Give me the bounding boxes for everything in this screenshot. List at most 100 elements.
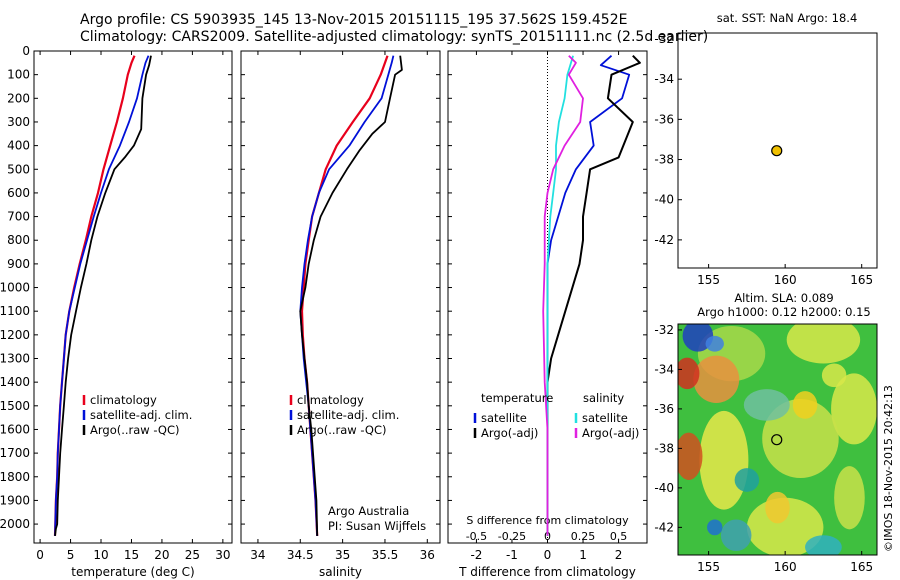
- legend-label: Argo(-adj): [481, 426, 538, 440]
- heatmap-cell: [705, 335, 724, 352]
- y-tick-label: -38: [654, 153, 674, 167]
- legend-label: Argo(..raw -QC): [297, 423, 387, 437]
- x-tick-label: 0: [36, 548, 44, 562]
- x-tick-label: 34: [250, 548, 265, 562]
- series-line-temperature-argo-adj-: [546, 54, 641, 536]
- panel-frame-2: [240, 50, 441, 544]
- imos-timestamp: ©IMOS 18-Nov-2015 20:42:13: [882, 385, 895, 552]
- y-tick-label: 1200: [0, 328, 30, 342]
- top-x-tick-label: 0.5: [610, 530, 628, 543]
- y-tick-label: 1400: [0, 375, 30, 389]
- heatmap-field: [678, 324, 877, 555]
- x-tick-label: 160: [774, 560, 797, 574]
- x-tick-label: 36: [420, 548, 435, 562]
- x-tick-label: 155: [697, 560, 720, 574]
- series-line-salinity-argo-adj-: [542, 55, 584, 536]
- heatmap-cell: [707, 519, 723, 536]
- y-tick-label: -38: [654, 441, 674, 455]
- x-tick-label: 15: [124, 548, 139, 562]
- x-tick-label: 0: [544, 548, 552, 562]
- legend-label: satellite-adj. clim.: [90, 408, 192, 422]
- heatmap-cell: [805, 535, 842, 555]
- y-tick-label: 1700: [0, 446, 30, 460]
- y-tick-label: -40: [654, 193, 674, 207]
- float-position-marker: [771, 145, 783, 157]
- series-line-climatology: [53, 55, 136, 536]
- map-frame-3: [677, 32, 878, 269]
- y-tick-label: -42: [654, 233, 674, 247]
- x-axis-label: temperature (deg C): [71, 565, 194, 579]
- x-tick-label: 5: [67, 548, 75, 562]
- x-tick-label: 34.5: [287, 548, 314, 562]
- series-line-salinity-satellite: [546, 55, 574, 536]
- x-tick-label: 20: [154, 548, 169, 562]
- y-tick-label: 0: [22, 44, 30, 58]
- series-line-climatology: [300, 55, 389, 536]
- y-tick-label: 500: [7, 162, 30, 176]
- legend-label: Argo(-adj): [582, 426, 639, 440]
- x-tick-label: 160: [774, 273, 797, 287]
- sla-title-line-2: Argo h1000: 0.12 h2000: 0.15: [697, 305, 870, 319]
- series-line-satellite-adj-clim-: [54, 55, 150, 536]
- heatmap-cell: [682, 324, 714, 352]
- y-tick-label: -34: [654, 72, 674, 86]
- heatmap-cell: [699, 410, 749, 510]
- x-tick-label: 2: [615, 548, 623, 562]
- y-tick-label: -42: [654, 520, 674, 534]
- y-tick-label: -32: [654, 32, 674, 46]
- legend-label: climatology: [90, 393, 157, 407]
- y-tick-label: 1300: [0, 352, 30, 366]
- x-tick-label: 1: [579, 548, 587, 562]
- heatmap-cell: [831, 373, 877, 445]
- top-x-tick-label: -0.25: [498, 530, 526, 543]
- y-tick-label: 900: [7, 257, 30, 271]
- top-x-tick-label: 0: [544, 530, 551, 543]
- y-tick-label: 1500: [0, 399, 30, 413]
- float-position-marker: [771, 434, 783, 446]
- top-x-tick-label: -0.5: [466, 530, 487, 543]
- y-tick-label: 1600: [0, 422, 30, 436]
- legend-label: climatology: [297, 393, 364, 407]
- heatmap-cell: [678, 357, 700, 390]
- x-axis-label: salinity: [319, 565, 362, 579]
- heatmap-cell: [762, 399, 839, 478]
- y-tick-label: 1000: [0, 281, 30, 295]
- heatmap-cell: [693, 355, 740, 403]
- y-tick-label: 100: [7, 68, 30, 82]
- sla-title-line-1: Altim. SLA: 0.089: [734, 291, 833, 305]
- series-line-temperature-satellite: [546, 55, 631, 536]
- y-tick-label: 800: [7, 233, 30, 247]
- y-tick-label: -36: [654, 402, 674, 416]
- legend-group-title: temperature: [481, 391, 553, 405]
- x-tick-label: 165: [850, 560, 873, 574]
- x-tick-label: -2: [470, 548, 482, 562]
- y-tick-label: 2000: [0, 517, 30, 531]
- x-tick-label: 25: [185, 548, 200, 562]
- heatmap-cell: [678, 432, 703, 480]
- y-tick-label: 200: [7, 91, 30, 105]
- map-frame-4: [677, 323, 878, 556]
- y-tick-label: -32: [654, 323, 674, 337]
- y-tick-label: -40: [654, 481, 674, 495]
- top-x-tick-label: 0.25: [571, 530, 596, 543]
- legend-label: satellite-adj. clim.: [297, 408, 399, 422]
- x-tick-label: 155: [697, 273, 720, 287]
- x-tick-label: 30: [215, 548, 230, 562]
- y-tick-label: 1800: [0, 470, 30, 484]
- legend-group-title: salinity: [583, 391, 624, 405]
- heatmap-cell: [786, 324, 861, 364]
- y-tick-label: 1900: [0, 493, 30, 507]
- heatmap-cell: [743, 389, 790, 421]
- x-tick-label: -1: [506, 548, 518, 562]
- series-line-argo-raw-qc-: [54, 55, 152, 537]
- series-line-argo-raw-qc-: [299, 55, 403, 536]
- heatmap-cell: [765, 491, 790, 524]
- header-line-2: Climatology: CARS2009. Satellite-adjuste…: [80, 29, 709, 45]
- y-tick-label: 600: [7, 186, 30, 200]
- legend-label: satellite: [481, 411, 527, 425]
- annotation-text: Argo Australia: [328, 504, 409, 518]
- x-axis-label: T difference from climatology: [458, 565, 636, 579]
- heatmap-cell: [792, 391, 818, 419]
- heatmap-cell: [821, 363, 847, 388]
